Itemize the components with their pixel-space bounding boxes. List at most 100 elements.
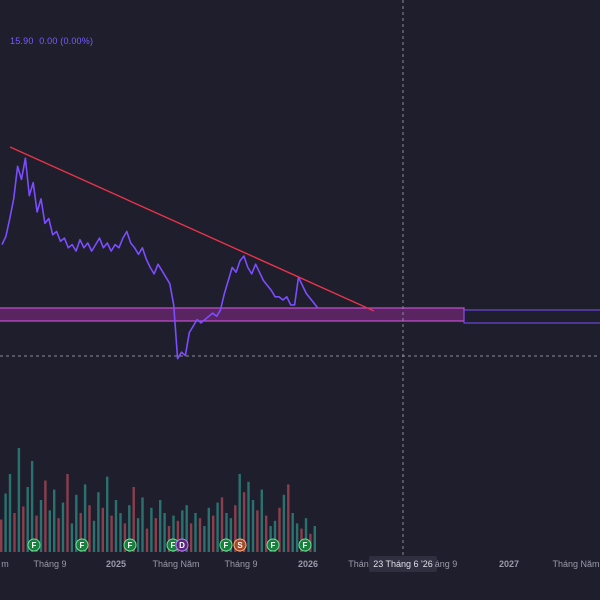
volume-bar (225, 513, 228, 552)
x-axis: m Tháng 9 2025 Tháng Năm Tháng 9 2026 Tháng 23 … (1, 556, 600, 572)
volume-bar (136, 518, 140, 552)
x-tick-label: 2026 (298, 559, 318, 569)
volume-bar (198, 518, 202, 552)
event-badge-circle (175, 538, 189, 552)
volume-bar (110, 515, 113, 552)
x-tick-label: Tháng 9 (33, 559, 66, 569)
x-tick-label: Tháng Năm (152, 559, 199, 569)
volume-bar (194, 513, 197, 552)
event-badge-circle (298, 538, 312, 552)
event-badge[interactable]: F (298, 538, 312, 552)
price-legend: 15.90 0.00 (0.00%) (10, 36, 96, 46)
volume-bar (83, 484, 87, 552)
event-badge-circle (75, 538, 89, 552)
volume-bar (207, 507, 210, 552)
volume-bar (242, 492, 246, 552)
x-tick-label: Tháng (348, 559, 374, 569)
event-badge-label: F (303, 541, 308, 550)
volume-bar (66, 474, 69, 552)
volume-bar (97, 492, 100, 552)
volume-bar (101, 507, 104, 552)
volume-bar (304, 518, 308, 552)
event-badge-label: F (224, 541, 229, 550)
event-badge-circle (266, 538, 280, 552)
x-tick-label: Tháng Năm (552, 559, 599, 569)
support-zone-layer (0, 307, 600, 324)
x-tick-label: m (1, 559, 9, 569)
volume-bar (145, 528, 149, 552)
event-badge[interactable]: F (166, 538, 180, 552)
volume-bar (132, 487, 135, 552)
volume-bar (154, 518, 157, 552)
event-badge[interactable]: F (266, 538, 280, 552)
legend-change: 0.00 (0.00%) (39, 36, 94, 46)
volume-bar (88, 505, 91, 552)
event-badge[interactable]: D (175, 538, 189, 552)
volume-bar (163, 513, 166, 552)
volume-bar (234, 505, 237, 552)
volume-bar (79, 513, 82, 552)
crosshair-layer (0, 0, 600, 560)
volume-bar (61, 502, 65, 552)
volume-bar (8, 474, 12, 552)
event-badge-circle (27, 538, 41, 552)
volume-bar (70, 523, 74, 552)
volume-bar (39, 500, 43, 552)
event-badge-label: F (32, 541, 37, 550)
volume-bar (13, 513, 16, 552)
volume-bar (220, 497, 224, 552)
volume-bar (30, 461, 34, 552)
event-badge[interactable]: F (27, 538, 41, 552)
x-tick-label: 2025 (106, 559, 126, 569)
volume-bar (291, 513, 294, 552)
volume-bar (167, 526, 171, 552)
event-badge[interactable]: F (219, 538, 233, 552)
volume-bar (287, 484, 290, 552)
x-tick-label: áng 9 (435, 559, 458, 569)
volume-bar (123, 523, 127, 552)
volume-bar (0, 519, 3, 552)
volume-bar (150, 507, 153, 552)
volume-bar (229, 518, 233, 552)
volume-bar (265, 515, 268, 552)
support-zone-box (0, 307, 465, 322)
price-line (1, 157, 319, 360)
volume-bar (106, 476, 109, 552)
volume-layer (0, 448, 316, 552)
volume-bar (141, 497, 144, 552)
volume-bar (53, 489, 56, 552)
volume-bar (256, 510, 259, 552)
volume-bar (172, 515, 175, 552)
volume-bar (313, 526, 316, 552)
volume-bar (189, 523, 193, 552)
volume-bar (273, 520, 277, 552)
event-badge[interactable]: F (123, 538, 137, 552)
descending-trendline (9, 146, 375, 312)
event-badge[interactable]: F (75, 538, 89, 552)
support-zone-extension (463, 309, 600, 324)
event-badge-label: S (237, 541, 243, 550)
volume-bar (44, 480, 47, 552)
volume-bar (22, 506, 25, 552)
volume-bar (4, 493, 7, 552)
volume-bar (295, 523, 299, 552)
legend-price: 15.90 (10, 36, 34, 46)
volume-bar (92, 520, 96, 552)
volume-bar (238, 474, 241, 552)
volume-bar (128, 505, 131, 552)
event-badge-label: D (179, 541, 185, 550)
volume-bar (26, 487, 29, 552)
volume-bar (159, 500, 162, 552)
volume-bar (114, 500, 118, 552)
volume-bar (212, 515, 215, 552)
event-badge[interactable]: S (233, 538, 247, 552)
volume-bar (181, 510, 184, 552)
event-badge-label: F (80, 541, 85, 550)
volume-bar (119, 513, 122, 552)
volume-bar (185, 505, 188, 552)
volume-bar (35, 515, 38, 552)
volume-bar (278, 507, 281, 552)
